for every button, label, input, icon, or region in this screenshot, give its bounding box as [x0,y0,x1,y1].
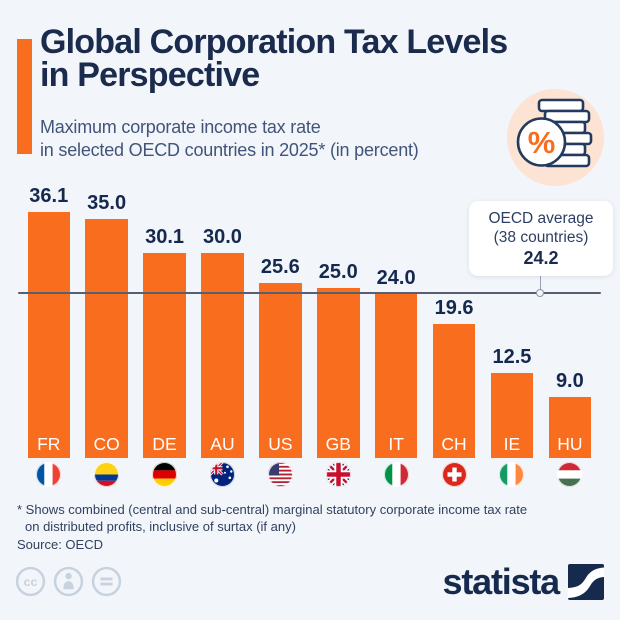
bar-IE [490,372,534,458]
bar-country-code-IT: IT [388,434,404,454]
callout-connector [540,266,541,289]
bar-value-IT: 24.0 [376,267,416,290]
coins-stack-graphic: % [516,98,593,168]
no-derivatives-icon [91,566,122,597]
callout-marker [536,288,544,297]
svg-text:cc: cc [24,575,38,589]
statista-logo: statista [443,564,604,600]
svg-text:%: % [528,125,556,160]
page-title: Global Corporation Tax Levels in Perspec… [40,23,508,94]
bar-DE [143,252,186,458]
bar-HU [548,396,592,458]
bar-CH [432,324,476,458]
statista-wordmark: statista [442,561,561,602]
flag-ireland-icon [499,462,525,487]
bar-value-HU: 9.0 [555,369,584,392]
bar-country-code-HU: HU [557,434,583,454]
bar-country-code-CH: CH [441,434,467,454]
footnote-line1: * Shows combined (central and sub-centra… [17,502,528,517]
bar-GB [317,287,360,458]
title-line-2: in Perspective [40,56,260,94]
footnote-line2: on distributed profits, inclusive of sur… [25,519,296,534]
flag-colombia-icon [94,462,120,487]
average-value: 24.2 [523,248,559,268]
statista-logo-mark [568,564,604,600]
bar-CO [85,219,128,458]
average-label-line1: OECD average [488,210,594,227]
average-label-line2: (38 countries) [493,229,589,246]
bar-country-code-FR: FR [37,434,61,454]
accent-bar [17,39,32,154]
bar-value-IE: 12.5 [492,345,532,368]
percent-coins-icon: % [507,89,604,186]
page-subtitle: Maximum corporate income tax rate in sel… [40,116,419,162]
bar-value-CO: 35.0 [87,192,127,215]
flag-australia-icon [209,462,235,487]
flag-switzerland-icon [441,462,467,487]
bar-value-CH: 19.6 [434,297,474,320]
flag-hungary-icon [557,462,583,487]
bar-value-US: 25.6 [260,256,300,279]
source-label: Source: OECD [17,537,103,552]
flag-united-kingdom-icon [325,462,351,487]
subtitle-line-1: Maximum corporate income tax rate [40,117,321,137]
subtitle-line-2: in selected OECD countries in 2025* (in … [40,140,419,160]
bar-value-FR: 36.1 [29,184,69,207]
flag-germany-icon [152,462,178,487]
title-line-1: Global Corporation Tax Levels [40,23,508,61]
cc-icon: cc [15,566,46,597]
bar-country-code-AU: AU [210,434,235,454]
flag-france-icon [36,462,62,487]
bar-value-GB: 25.0 [318,260,358,283]
bar-US [259,283,302,458]
oecd-average-line [18,291,601,294]
flag-italy-icon [383,462,409,487]
oecd-average-callout: OECD average (38 countries) 24.2 [469,201,613,276]
bar-country-code-US: US [268,434,293,454]
bar-AU [201,253,244,458]
bar-country-code-IE: IE [503,434,521,454]
license-icons: cc [15,566,122,597]
bar-FR [27,211,70,458]
bar-country-code-DE: DE [152,434,177,454]
bar-country-code-CO: CO [93,434,120,454]
flag-united-states-icon [267,462,293,487]
bar-value-AU: 30.0 [202,226,242,249]
attribution-icon [53,566,84,597]
bar-value-DE: 30.1 [145,225,185,248]
bar-IT [374,294,418,458]
bar-country-code-GB: GB [325,434,351,454]
